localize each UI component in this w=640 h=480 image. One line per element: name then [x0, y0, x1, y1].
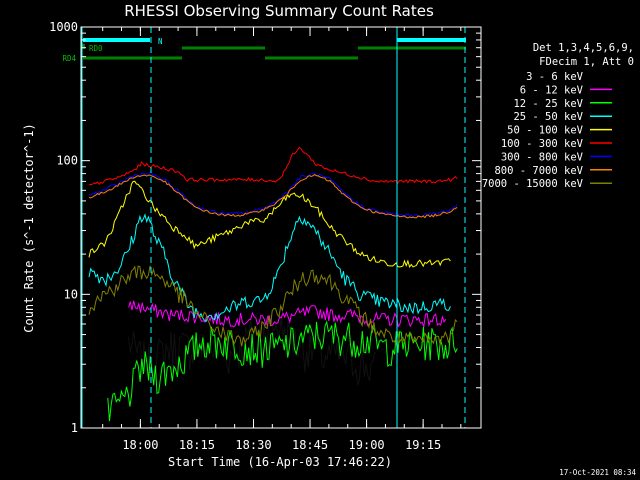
- legend-entry-label: 25 - 50 keV: [513, 111, 583, 123]
- legend-entry-label: 300 - 800 keV: [501, 151, 584, 163]
- flag-label-rd4: RD4: [62, 54, 76, 63]
- flag-label-n: N: [158, 37, 163, 46]
- legend-entry-label: 6 - 12 keV: [520, 84, 584, 96]
- series-line: [88, 173, 458, 219]
- legend-entry-label: 7000 - 15000 keV: [482, 178, 584, 190]
- legend-header-2: FDecim 1, Att 0: [539, 56, 634, 68]
- series-line: [88, 171, 458, 218]
- y-axis-label: Count Rate (s^-1 detector^-1): [22, 123, 36, 333]
- plot-frame: [80, 26, 482, 429]
- y-tick-label: 100: [56, 154, 78, 168]
- flag-bars: N RD0 RD4: [62, 27, 466, 428]
- y-tick-label: 1000: [49, 20, 78, 34]
- y-tick-label: 10: [64, 287, 78, 301]
- legend-entry-label: 12 - 25 keV: [513, 98, 583, 110]
- timestamp: 17-Oct-2021 08:34: [559, 468, 636, 477]
- series-line: [88, 180, 451, 269]
- y-tick-label: 1: [71, 421, 78, 435]
- legend-entry-label: 3 - 6 keV: [526, 71, 584, 83]
- legend: Det 1,3,4,5,6,9, FDecim 1, Att 0 3 - 6 k…: [482, 42, 634, 190]
- x-tick-label: 19:15: [405, 438, 441, 452]
- y-axis-ticks: 1 10 100 1000: [49, 20, 481, 435]
- flag-label-rd0: RD0: [89, 44, 103, 53]
- x-tick-label: 18:00: [122, 438, 158, 452]
- series-line: [128, 300, 447, 329]
- x-tick-label: 18:45: [292, 438, 328, 452]
- series-line: [88, 213, 451, 323]
- x-axis-ticks: 18:00 18:15 18:30 18:45 19:00 19:15: [102, 27, 462, 452]
- plot-data-layer: [88, 146, 458, 422]
- legend-entry-label: 800 - 7000 keV: [494, 165, 583, 177]
- chart-title: RHESSI Observing Summary Count Rates: [124, 2, 434, 20]
- x-tick-label: 18:30: [235, 438, 271, 452]
- series-line: [88, 265, 458, 347]
- series-line: [88, 146, 458, 186]
- flag-bar-rd0: [82, 44, 85, 49]
- x-axis-label: Start Time (16-Apr-03 17:46:22): [168, 455, 392, 469]
- legend-entry-label: 100 - 300 keV: [501, 138, 584, 150]
- legend-entry-label: 50 - 100 keV: [507, 125, 584, 137]
- x-tick-label: 18:15: [179, 438, 215, 452]
- x-tick-label: 19:00: [349, 438, 385, 452]
- legend-header-1: Det 1,3,4,5,6,9,: [533, 42, 634, 54]
